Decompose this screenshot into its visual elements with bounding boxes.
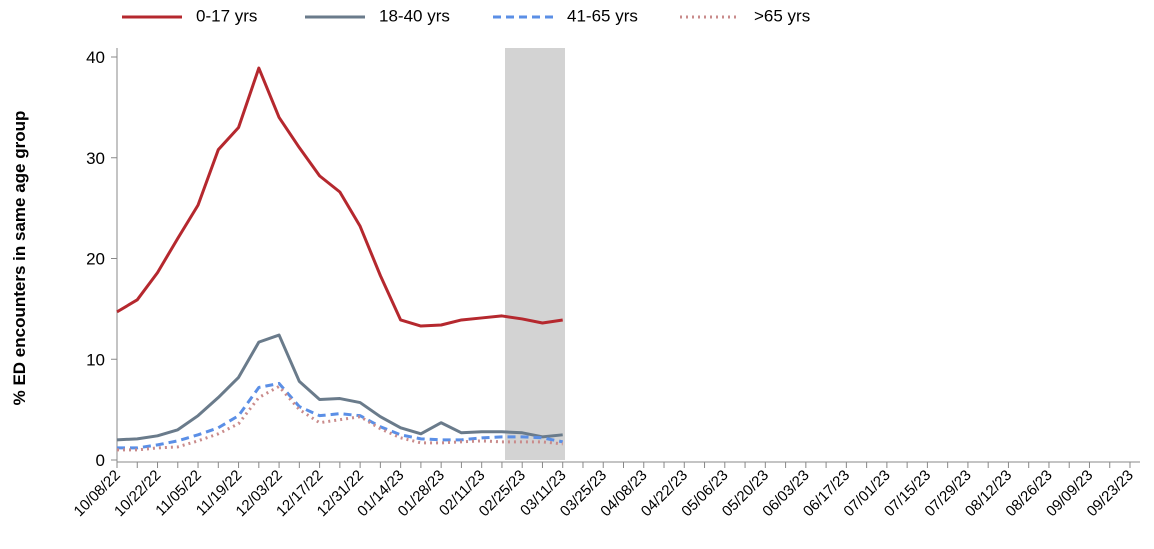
y-tick-label: 20 [86, 250, 105, 269]
y-axis-label: % ED encounters in same age group [10, 111, 29, 406]
series-line [116, 66, 563, 328]
legend-label: 0-17 yrs [196, 6, 257, 25]
shaded-period [505, 48, 565, 460]
series-line [116, 333, 563, 442]
y-tick-label: 40 [86, 48, 105, 67]
series-line [117, 381, 564, 450]
legend-label: 41-65 yrs [567, 6, 638, 25]
y-tick-label: 0 [96, 451, 105, 470]
legend-label: >65 yrs [754, 6, 810, 25]
y-tick-label: 10 [86, 350, 105, 369]
y-tick-label: 30 [86, 149, 105, 168]
legend-label: 18-40 yrs [379, 6, 450, 25]
